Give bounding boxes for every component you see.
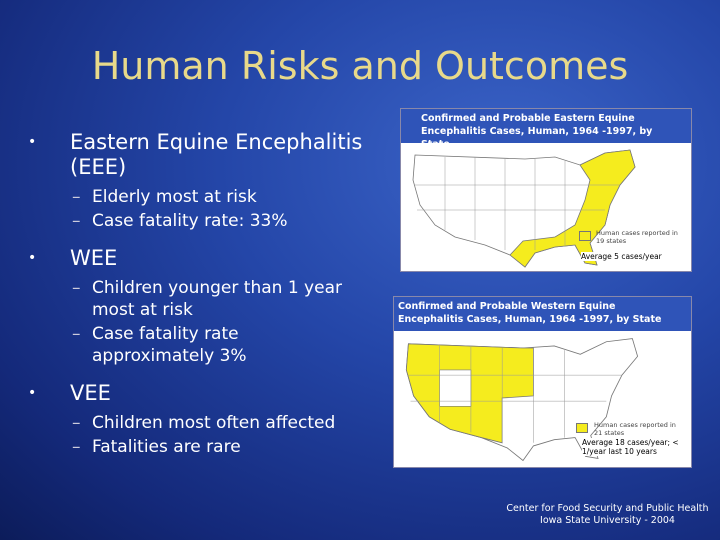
sub-list: Children younger than 1 year most at ris…	[70, 277, 366, 367]
bullet-list: Eastern Equine Encephalitis (EEE) Elderly…	[26, 130, 366, 472]
slide-title: Human Risks and Outcomes	[91, 44, 629, 88]
sub-bullet: Case fatality rate: 33%	[70, 210, 366, 232]
bullet-text: WEE	[70, 246, 118, 270]
sub-list: Elderly most at riskCase fatality rate: …	[70, 186, 366, 232]
sub-bullet: Elderly most at risk	[70, 186, 366, 208]
map-legend: Human cases reported in 21 states	[594, 421, 676, 437]
sub-bullet: Fatalities are rare	[70, 436, 366, 458]
map-note: Average 5 cases/year	[581, 252, 681, 261]
bullet: Eastern Equine Encephalitis (EEE) Elderly…	[26, 130, 366, 232]
legend-swatch	[579, 231, 591, 241]
sub-bullet: Children most often affected	[70, 412, 366, 434]
sub-bullet: Case fatality rate approximately 3%	[70, 323, 366, 367]
legend-swatch	[576, 423, 588, 433]
bullet-text: VEE	[70, 381, 111, 405]
footer: Center for Food Security and Public Heal…	[506, 503, 709, 526]
us-map	[412, 149, 636, 268]
eee-map: Confirmed and Probable Eastern Equine En…	[400, 108, 692, 272]
bullet-text: Eastern Equine Encephalitis (EEE)	[70, 130, 363, 179]
bullet: WEE Children younger than 1 year most at …	[26, 246, 366, 367]
map-legend: Human cases reported in 19 states	[596, 229, 678, 245]
bullet: VEE Children most often affectedFatalitie…	[26, 381, 366, 458]
wee-map: Confirmed and Probable Western Equine En…	[393, 296, 692, 468]
sub-bullet: Children younger than 1 year most at ris…	[70, 277, 366, 321]
sub-list: Children most often affectedFatalities a…	[70, 412, 366, 458]
map-note: Average 18 cases/year; < 1/year last 10 …	[582, 438, 686, 456]
map-title: Confirmed and Probable Western Equine En…	[394, 297, 691, 331]
map-title: Confirmed and Probable Eastern Equine En…	[401, 109, 691, 150]
